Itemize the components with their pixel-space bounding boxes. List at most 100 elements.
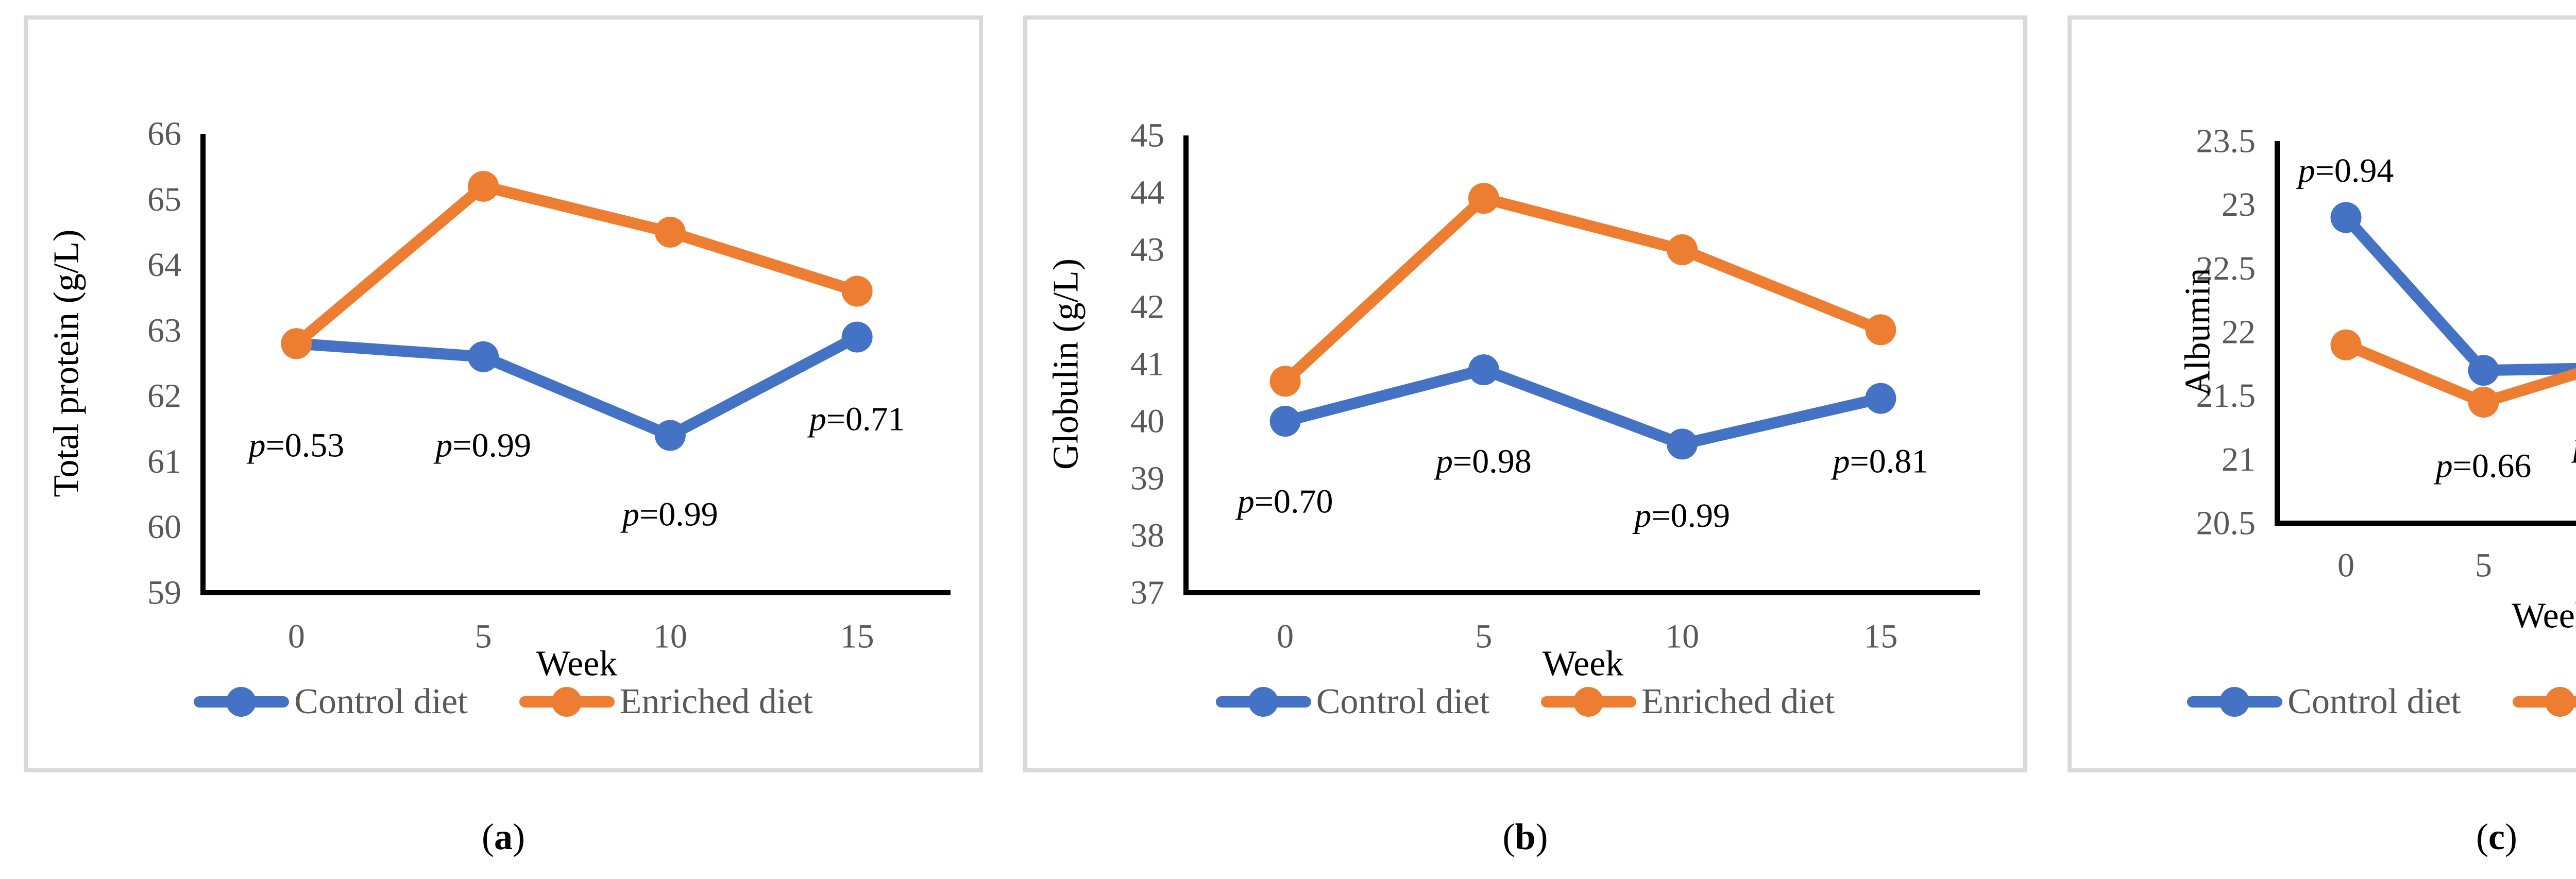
y-tick-label: 22.5 xyxy=(2196,250,2256,287)
p-value-label: p=0.99 xyxy=(620,495,718,533)
y-tick-label: 62 xyxy=(147,377,181,415)
data-point-icon xyxy=(1667,428,1698,460)
legend-marker-icon xyxy=(519,687,615,717)
series-markers-control xyxy=(2330,202,2499,386)
p-value-label: p=0.81 xyxy=(1831,442,1929,480)
data-point-icon xyxy=(1468,354,1499,386)
series-line-enriched xyxy=(291,180,863,350)
y-tick-label: 61 xyxy=(147,443,181,480)
data-point-icon xyxy=(841,321,873,353)
axis-lines xyxy=(200,134,951,595)
y-tick-label: 21.5 xyxy=(2196,377,2256,415)
legend-marker-icon xyxy=(194,687,290,717)
y-tick-label: 37 xyxy=(1130,574,1164,612)
series-line-control xyxy=(1279,364,1887,450)
series-line-control xyxy=(2340,212,2576,376)
x-tick-label: 5 xyxy=(475,618,492,656)
legend-item-label: Control diet xyxy=(294,682,468,721)
y-tick-label: 43 xyxy=(1130,231,1164,269)
x-tick-label: 0 xyxy=(2337,547,2354,584)
x-tick-label: 10 xyxy=(653,618,687,656)
series-line-control xyxy=(291,331,863,441)
legend-item-enriched-diet: Enriched diet xyxy=(1541,681,1835,722)
y-axis-title: Globulin (g/L) xyxy=(1046,258,1086,470)
legend: Control diet Enriched diet xyxy=(2072,676,2576,728)
p-value-annotations: p=0.53 p=0.99 p=0.99 p=0.71 xyxy=(247,400,905,533)
p-value-label: p=0.53 xyxy=(247,426,345,464)
p-value-label: p=0.66 xyxy=(2434,447,2532,485)
albumin-chart: 20.52121.52222.52323.5051015WeekAlbuminp… xyxy=(2178,123,2576,636)
x-tick-label: 0 xyxy=(288,618,305,656)
data-point-icon xyxy=(654,216,686,248)
p-value-annotations: p=0.94p=0.66p=0.52p=0.81 xyxy=(2296,151,2576,485)
legend-item-label: Enriched diet xyxy=(1641,682,1835,721)
data-point-icon xyxy=(1269,366,1301,397)
y-tick-label: 60 xyxy=(147,508,181,546)
y-tick-label: 38 xyxy=(1130,517,1164,555)
data-point-icon xyxy=(654,420,686,451)
legend-item-label: Control diet xyxy=(1316,682,1490,721)
p-value-label: p=0.70 xyxy=(1235,482,1333,520)
total-protein-chart: 59 60 61 62 63 64 65 66 0 5 10 15 Week Total protein … xyxy=(47,115,951,684)
p-value-label: p=0.99 xyxy=(433,426,531,464)
y-tick-label: 66 xyxy=(147,115,181,153)
y-tick-label: 23.5 xyxy=(2196,123,2256,160)
legend-item-enriched-diet: Enriched diet xyxy=(2512,681,2576,722)
x-tick-label: 10 xyxy=(1665,618,1699,656)
x-axis-title: Week xyxy=(1543,644,1624,684)
data-point-icon xyxy=(468,341,499,372)
chart-panel-b: 37 38 39 40 41 42 43 44 45 0 5 10 15 Week Globulin (g/… xyxy=(1023,15,2027,772)
series-markers-enriched xyxy=(2330,329,2499,418)
caption-c: (c) xyxy=(2476,816,2517,857)
data-point-icon xyxy=(2330,202,2362,233)
data-point-icon xyxy=(1865,383,1896,414)
y-tick-labels: 37 38 39 40 41 42 43 44 45 xyxy=(1130,117,1164,612)
y-tick-label: 65 xyxy=(147,181,181,218)
legend-item-enriched-diet: Enriched diet xyxy=(519,681,813,722)
y-tick-label: 23 xyxy=(2222,186,2256,223)
data-point-icon xyxy=(281,328,312,359)
data-point-icon xyxy=(1269,406,1301,437)
x-tick-label: 15 xyxy=(840,618,874,656)
y-tick-label: 64 xyxy=(147,246,181,284)
data-point-icon xyxy=(2468,355,2499,386)
y-tick-label: 41 xyxy=(1130,346,1164,383)
axis-lines xyxy=(2275,141,2576,526)
p-value-label: p=0.99 xyxy=(1632,497,1730,535)
data-point-icon xyxy=(2330,329,2362,360)
y-tick-label: 22 xyxy=(2222,314,2256,351)
y-tick-label: 40 xyxy=(1130,403,1164,440)
data-point-icon xyxy=(841,275,873,307)
series-markers-enriched xyxy=(1269,183,1896,397)
chart-panel-a: 59 60 61 62 63 64 65 66 0 5 10 15 Week Total protein … xyxy=(24,15,983,772)
x-tick-labels: 0 5 10 15 xyxy=(1277,618,1897,656)
x-tick-label: 15 xyxy=(1863,618,1897,656)
globulin-chart: 37 38 39 40 41 42 43 44 45 0 5 10 15 Week Globulin (g/… xyxy=(1046,117,1980,684)
series-markers-enriched xyxy=(281,170,873,359)
x-axis-title: Week xyxy=(536,644,618,684)
y-tick-label: 45 xyxy=(1130,117,1164,154)
p-value-label: p=0.52 xyxy=(2571,425,2576,463)
legend-item-label: Control diet xyxy=(2287,682,2461,721)
y-tick-label: 42 xyxy=(1130,288,1164,326)
p-value-label: p=0.94 xyxy=(2296,151,2394,189)
x-tick-label: 5 xyxy=(1475,618,1492,656)
caption-a: (a) xyxy=(482,816,525,857)
legend-item-control-diet: Control diet xyxy=(2187,681,2461,722)
legend-item-control-diet: Control diet xyxy=(1215,681,1490,722)
y-tick-label: 20.5 xyxy=(2196,505,2256,542)
legend-marker-icon xyxy=(1541,687,1637,717)
x-axis-title: Week xyxy=(2512,596,2576,636)
y-tick-label: 63 xyxy=(147,312,181,349)
legend-marker-icon xyxy=(2187,687,2283,717)
y-tick-label: 39 xyxy=(1130,460,1164,497)
data-point-icon xyxy=(1865,314,1896,346)
y-tick-label: 21 xyxy=(2222,441,2256,478)
data-point-icon xyxy=(468,170,499,202)
data-point-icon xyxy=(2468,387,2499,418)
x-tick-label: 0 xyxy=(1277,618,1294,656)
axis-lines xyxy=(1183,135,1980,595)
y-tick-label: 44 xyxy=(1130,174,1164,212)
p-value-annotations: p=0.70 p=0.98 p=0.99 p=0.81 xyxy=(1235,442,1928,534)
